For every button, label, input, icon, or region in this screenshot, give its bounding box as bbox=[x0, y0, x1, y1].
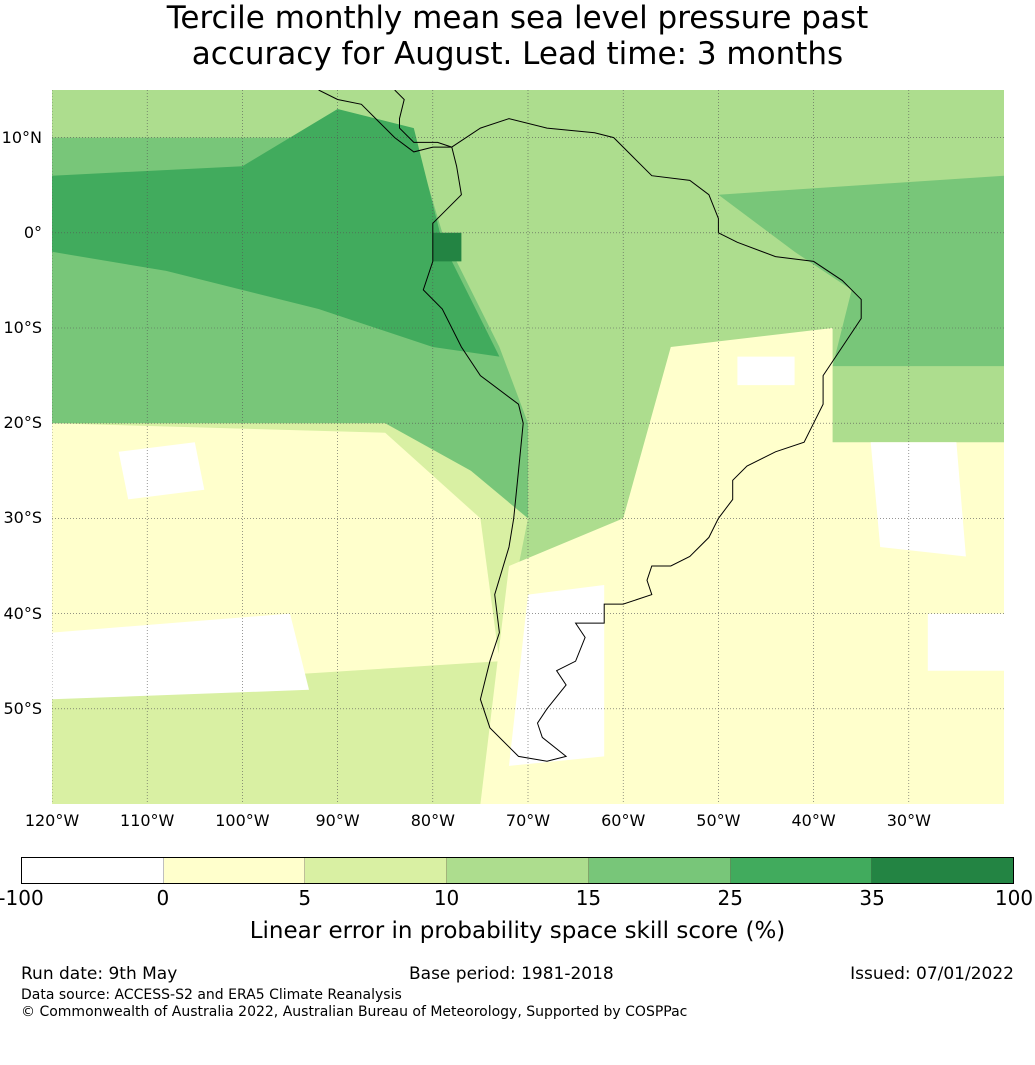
longitude-label: 90°W bbox=[315, 811, 360, 830]
skill-score-map bbox=[52, 90, 1004, 804]
colorbar bbox=[21, 857, 1014, 884]
latitude-label: 10°S bbox=[3, 318, 42, 337]
colorbar-segment-25-35 bbox=[730, 858, 873, 883]
colorbar-tick-label: 35 bbox=[859, 886, 885, 910]
gridlines-layer bbox=[52, 90, 1004, 804]
longitude-label: 120°W bbox=[24, 811, 80, 830]
skill-region-35-100 bbox=[432, 232, 462, 262]
colorbar-tick-label: 100 bbox=[994, 886, 1034, 910]
longitude-label: 60°W bbox=[601, 811, 646, 830]
base-period: Base period: 1981-2018 bbox=[409, 964, 614, 984]
colorbar-tick-label: 25 bbox=[717, 886, 744, 910]
skill-region--100-0 bbox=[52, 613, 309, 700]
colorbar-tick-label: -100 bbox=[0, 886, 44, 910]
longitude-label: 100°W bbox=[215, 811, 270, 830]
colorbar-tick-label: 5 bbox=[298, 886, 312, 910]
colorbar-tick-label: 0 bbox=[156, 886, 170, 910]
colorbar-segment-5-10 bbox=[305, 858, 448, 883]
latitude-label: 20°S bbox=[3, 413, 42, 433]
colorbar-label: Linear error in probability space skill … bbox=[249, 918, 786, 944]
latitude-label: 30°S bbox=[3, 508, 42, 528]
skill-region-15-25 bbox=[718, 175, 1004, 367]
chart-title: Tercile monthly mean sea level pressure … bbox=[0, 0, 1035, 72]
latitude-label: 40°S bbox=[3, 603, 42, 623]
issued-date: Issued: 07/01/2022 bbox=[850, 964, 1014, 984]
longitude-label: 40°W bbox=[791, 811, 836, 830]
latitude-label: 0° bbox=[23, 222, 42, 242]
longitude-label: 110°W bbox=[120, 811, 175, 830]
longitude-label: 30°W bbox=[886, 811, 931, 830]
colorbar-segment-15-25 bbox=[588, 858, 731, 883]
colorbar-tick-label: 10 bbox=[433, 886, 460, 910]
longitude-label: 50°W bbox=[696, 811, 741, 830]
coastlines-layer bbox=[318, 90, 862, 762]
skill-region--100-0 bbox=[737, 356, 795, 386]
coastline bbox=[422, 118, 862, 762]
copyright-notice: © Commonwealth of Australia 2022, Austra… bbox=[21, 1004, 688, 1020]
latitude-label: 10°N bbox=[1, 127, 42, 147]
colorbar-segment-35-100 bbox=[872, 858, 1014, 883]
colorbar-tick-label: 15 bbox=[575, 886, 602, 910]
colorbar-segment-10-15 bbox=[447, 858, 589, 883]
latitude-label: 50°S bbox=[3, 698, 42, 718]
skill-region-25-35 bbox=[52, 109, 500, 357]
colorbar-segment--100-0 bbox=[22, 858, 164, 883]
coastline bbox=[318, 90, 452, 153]
title-line-1: Tercile monthly mean sea level pressure … bbox=[166, 0, 869, 36]
data-source: Data source: ACCESS-S2 and ERA5 Climate … bbox=[21, 987, 402, 1003]
coastline bbox=[394, 90, 452, 148]
skill-region--100-0 bbox=[870, 442, 966, 557]
skill-region--100-0 bbox=[118, 442, 205, 500]
longitude-label: 70°W bbox=[505, 811, 551, 830]
skill-region--100-0 bbox=[927, 613, 1004, 671]
title-line-2: accuracy for August. Lead time: 3 months bbox=[191, 36, 844, 72]
colorbar-segment-0-5 bbox=[163, 858, 306, 883]
longitude-label: 80°W bbox=[410, 811, 455, 830]
run-date: Run date: 9th May bbox=[21, 964, 178, 984]
